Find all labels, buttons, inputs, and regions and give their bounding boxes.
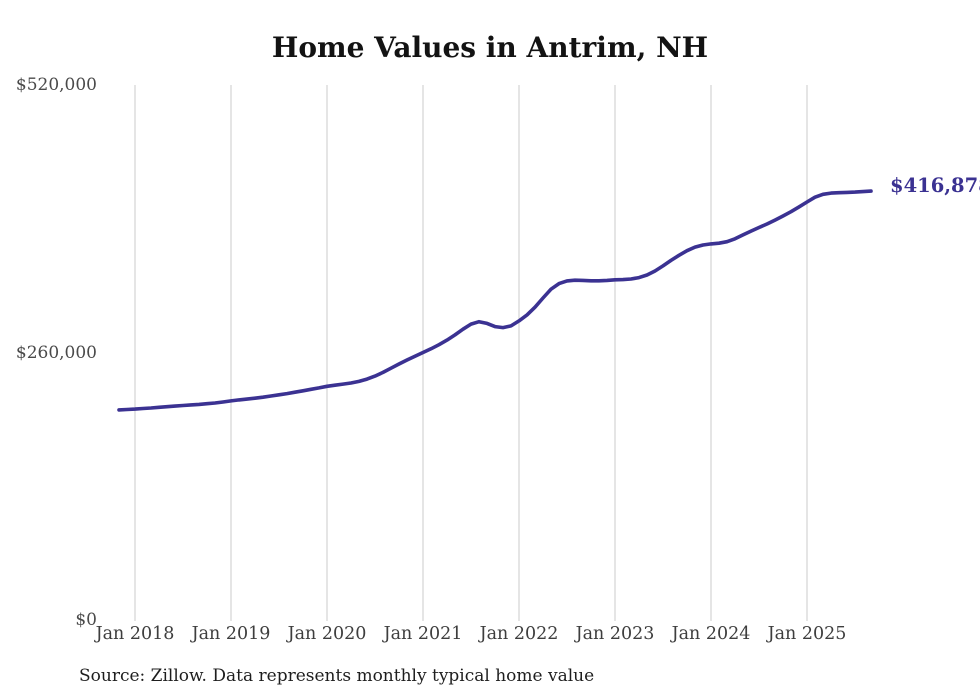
chart-title: Home Values in Antrim, NH	[271, 31, 709, 64]
y-tick-label: $0	[75, 610, 97, 630]
x-tick-label: Jan 2020	[287, 624, 367, 644]
x-tick-label: Jan 2025	[767, 624, 847, 644]
y-tick-label: $260,000	[15, 342, 97, 363]
x-tick-label: Jan 2024	[671, 624, 751, 644]
year-gridlines	[134, 85, 808, 621]
x-tick-label: Jan 2021	[383, 624, 463, 644]
home-value-line	[117, 189, 873, 412]
x-tick-label: Jan 2018	[95, 624, 175, 644]
x-tick-label: Jan 2023	[575, 624, 655, 644]
y-tick-label: $520,000	[15, 75, 97, 95]
x-tick-label: Jan 2022	[479, 624, 559, 644]
source-note: Source: Zillow. Data represents monthly …	[79, 666, 595, 686]
end-value-label: $416,878	[890, 174, 980, 197]
x-tick-label: Jan 2019	[191, 624, 271, 644]
